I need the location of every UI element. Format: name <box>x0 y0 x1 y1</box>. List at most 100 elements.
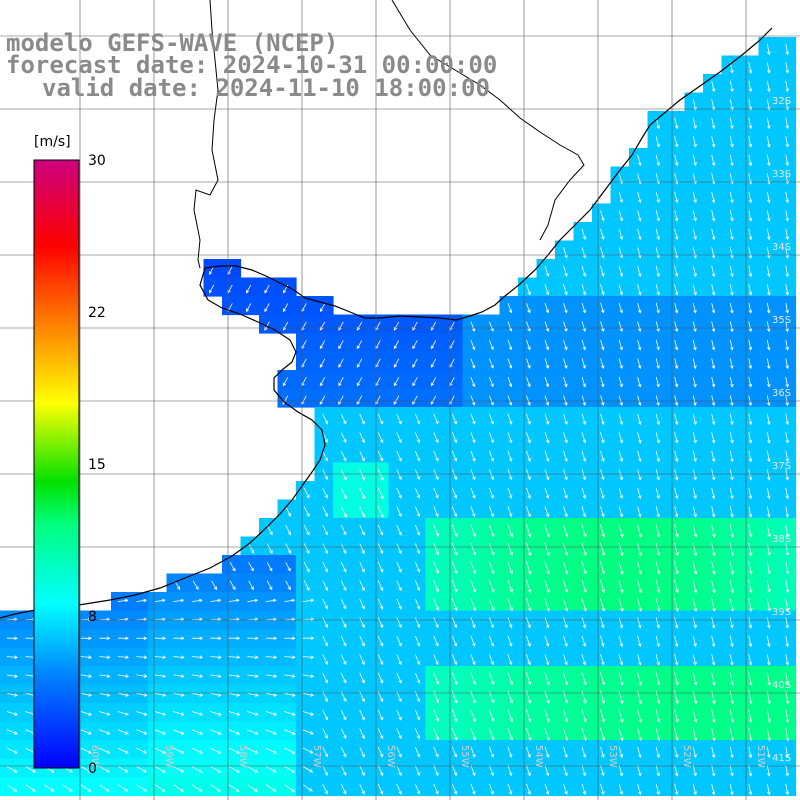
wind-arrow <box>692 432 697 444</box>
wind-arrow <box>637 413 642 426</box>
wind-arrow <box>729 598 735 612</box>
wind-arrow <box>618 727 624 742</box>
wind-arrow <box>247 711 259 716</box>
lat-label: 35S <box>772 315 791 326</box>
wind-arrow <box>600 376 605 388</box>
wind-arrow <box>396 654 402 666</box>
wind-arrow <box>766 542 771 557</box>
wind-arrow <box>359 524 365 536</box>
wind-arrow <box>526 358 531 369</box>
wind-arrow <box>729 783 734 796</box>
wind-arrow <box>507 321 513 332</box>
wind-arrow <box>600 413 605 426</box>
wind-arrow <box>766 413 771 426</box>
wind-arrow <box>711 247 716 259</box>
wind-arrow <box>191 729 204 735</box>
wind-arrow <box>785 635 790 648</box>
wind-arrow <box>655 542 661 557</box>
wind-arrow <box>748 136 753 148</box>
wind-arrow <box>581 654 587 666</box>
wind-arrow <box>526 321 531 332</box>
wind-arrow <box>618 709 624 723</box>
wind-arrow <box>433 469 439 481</box>
wind-arrow <box>674 284 679 296</box>
wind-arrow <box>359 561 365 573</box>
wind-arrow <box>544 635 550 647</box>
wind-arrow <box>414 672 421 684</box>
wind-arrow <box>489 339 494 351</box>
wind-arrow <box>264 303 270 313</box>
wind-arrow <box>729 117 734 130</box>
wind-arrow <box>674 154 679 167</box>
colorbar: [m/s] 30 22 15 8 0 <box>33 134 106 777</box>
wind-arrow <box>785 579 790 594</box>
wind-arrow <box>507 727 513 741</box>
wind-arrow <box>210 766 222 773</box>
wind-arrow <box>377 598 384 610</box>
wind-arrow <box>525 672 532 686</box>
lon-label: 53W <box>607 745 618 768</box>
wind-arrow <box>655 154 660 167</box>
wind-arrow <box>284 784 295 792</box>
wind-arrow <box>322 524 328 536</box>
wind-arrow <box>433 746 439 758</box>
wind-arrow <box>264 284 270 294</box>
wind-arrow <box>393 340 400 350</box>
wind-arrow <box>711 672 716 686</box>
wind-arrow <box>711 635 716 648</box>
wind-arrow <box>228 598 240 603</box>
wind-arrow <box>544 321 550 332</box>
wind-arrow <box>544 487 550 499</box>
wind-arrow <box>136 636 148 641</box>
wind-arrow <box>6 655 19 659</box>
wind-arrow <box>729 506 734 518</box>
wind-arrow <box>525 579 532 593</box>
wind-arrow <box>340 709 347 721</box>
wind-arrow <box>692 506 697 518</box>
wind-arrow <box>228 674 241 678</box>
wind-arrow <box>600 247 605 259</box>
wind-arrow <box>248 562 254 572</box>
wind-arrow <box>600 339 605 351</box>
wind-arrow <box>377 746 384 758</box>
wind-arrow <box>600 709 606 723</box>
lon-label: 58W <box>237 745 248 768</box>
wind-arrow <box>303 506 310 517</box>
wind-arrow <box>377 506 384 518</box>
wind-arrow <box>377 432 384 444</box>
wind-arrow <box>470 598 476 612</box>
wind-arrow <box>488 524 495 538</box>
wind-arrow <box>766 672 771 686</box>
wind-arrow <box>748 432 753 444</box>
wind-arrow <box>433 487 439 499</box>
wind-arrow <box>507 783 513 795</box>
wind-arrow <box>247 636 259 641</box>
wind-arrow <box>581 727 587 742</box>
wind-arrow <box>414 765 421 777</box>
wind-arrow <box>785 339 789 351</box>
wind-arrow <box>692 228 697 241</box>
wind-arrow <box>433 524 440 537</box>
wind-arrow <box>544 302 550 314</box>
wind-arrow <box>507 413 513 425</box>
wind-arrow <box>99 692 111 697</box>
wind-arrow <box>729 635 734 648</box>
wind-arrow <box>655 321 660 333</box>
wind-cell <box>407 351 427 371</box>
wind-arrow <box>117 674 130 678</box>
wind-arrow <box>340 487 347 500</box>
wind-arrow <box>562 561 569 575</box>
wind-arrow <box>191 636 204 641</box>
wind-arrow <box>507 561 513 575</box>
wind-arrow <box>265 636 278 641</box>
wind-arrow <box>285 524 292 536</box>
wind-arrow <box>433 617 439 629</box>
wind-cell <box>351 351 371 371</box>
wind-arrow <box>748 117 753 130</box>
wind-arrow <box>766 654 771 666</box>
wind-arrow <box>322 672 328 684</box>
wind-arrow <box>748 413 753 426</box>
lat-label: 38S <box>772 534 791 545</box>
wind-arrow <box>191 747 203 754</box>
